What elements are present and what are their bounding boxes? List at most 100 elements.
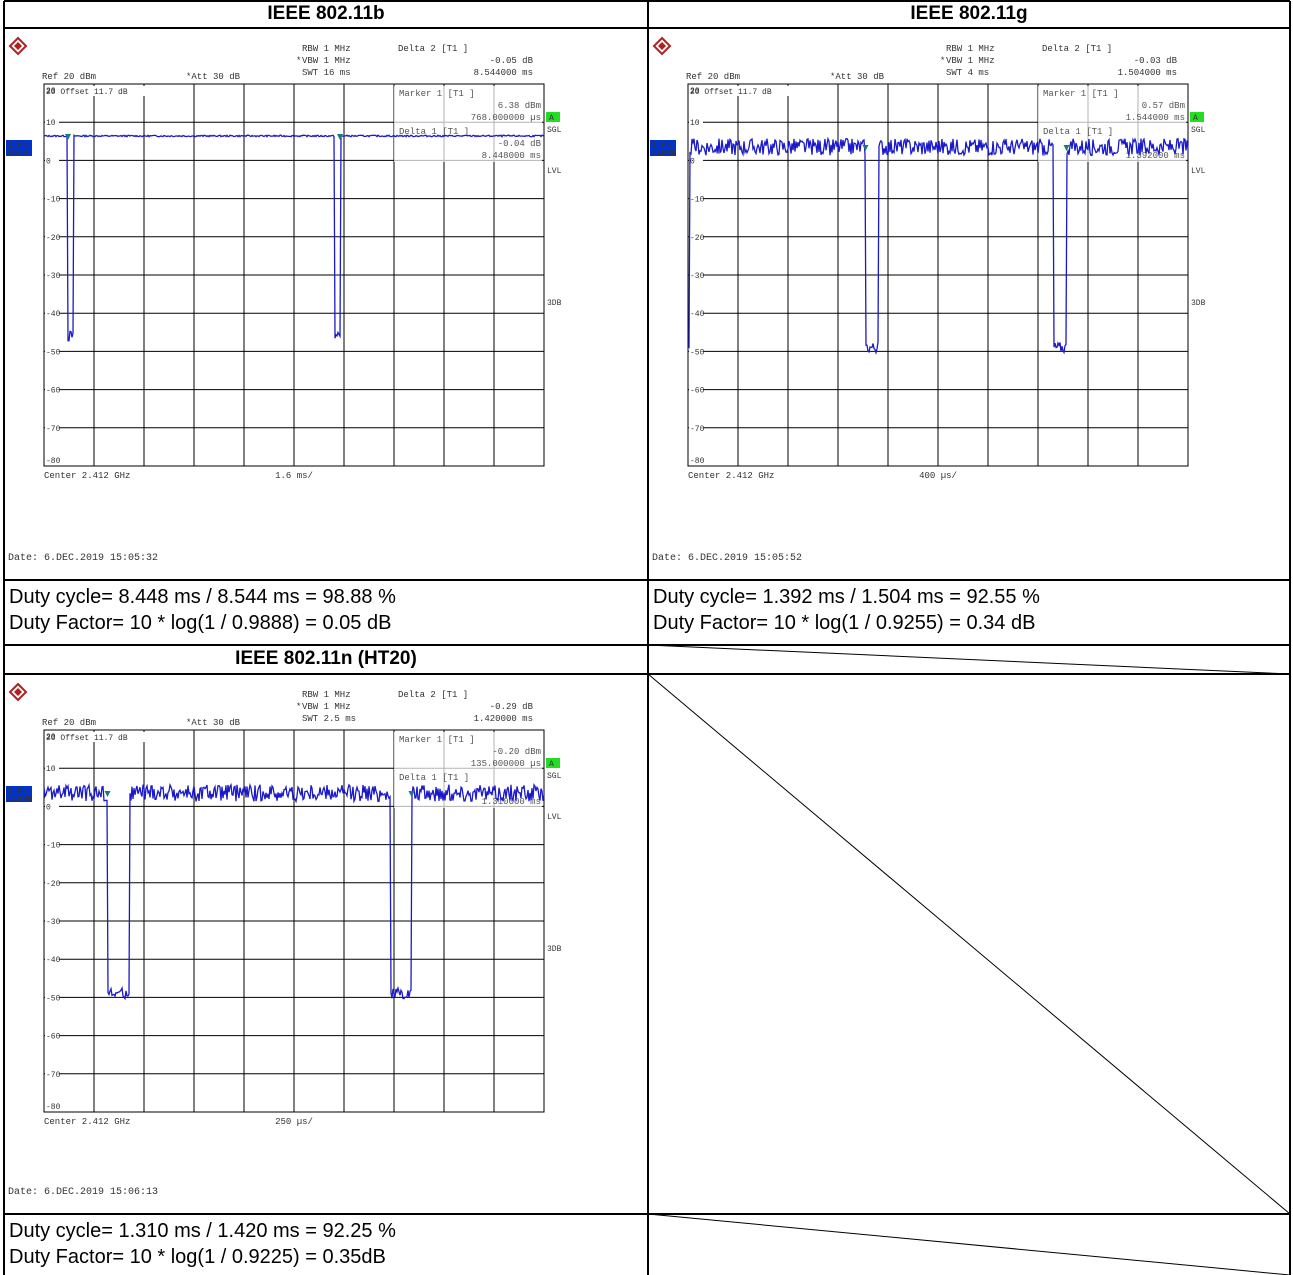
delta2-header: Delta 2 [T1 ] bbox=[398, 690, 468, 700]
y-tick-label: 0 bbox=[690, 157, 695, 166]
y-tick-label: -60 bbox=[690, 387, 705, 396]
delta2-db: -0.29 dB bbox=[490, 702, 534, 712]
delta2-db: -0.05 dB bbox=[490, 56, 534, 66]
marker1-header: Marker 1 [T1 ] bbox=[399, 735, 475, 745]
att-label: *Att 30 dB bbox=[830, 72, 885, 82]
rohde-schwarz-logo-icon bbox=[8, 36, 28, 56]
y-tick-label: -30 bbox=[46, 918, 61, 927]
marker1-value: 0.57 dBm bbox=[1142, 101, 1185, 111]
sweep-division: 1.6 ms/ bbox=[275, 471, 313, 481]
rbw-label: RBW 1 MHz bbox=[302, 44, 351, 54]
y-tick-label: -80 bbox=[46, 457, 61, 466]
delta2-header: Delta 2 [T1 ] bbox=[1042, 44, 1112, 54]
analyzer-display: RBW 1 MHz* VBW 1 MHz SWT 4 ms Ref 20 dBm *At… bbox=[650, 36, 1206, 564]
trace-line bbox=[43, 133, 545, 342]
delta1-time: 1.392000 ms bbox=[1126, 151, 1185, 161]
y-tick-label: -50 bbox=[690, 348, 705, 357]
trace-label-2: MAXH bbox=[8, 149, 27, 158]
delta2-time: 1.504000 ms bbox=[1118, 68, 1177, 78]
att-label: *Att 30 dB bbox=[186, 718, 241, 728]
center-frequency: Center 2.412 GHz bbox=[44, 1117, 130, 1127]
sweep-division: 250 µs/ bbox=[275, 1117, 313, 1127]
y-tick-label: -70 bbox=[690, 425, 705, 434]
marker1-time: 768.000000 µs bbox=[471, 113, 541, 123]
delta1-header: Delta 1 [T1 ] bbox=[1043, 127, 1113, 137]
delta2-time: 1.420000 ms bbox=[474, 714, 533, 724]
vbw-label: VBW 1 MHz bbox=[302, 702, 351, 712]
y-tick-label: 20 bbox=[46, 733, 56, 742]
y-tick-label: -30 bbox=[690, 272, 705, 281]
offset-label: 20 Offset 11.7 dB bbox=[46, 88, 128, 97]
vbw-label: VBW 1 MHz bbox=[946, 56, 995, 66]
center-frequency: Center 2.412 GHz bbox=[688, 471, 774, 481]
analyzer-display: RBW 1 MHz* VBW 1 MHz SWT 2.5 ms Ref 20 dBm *… bbox=[6, 682, 562, 1198]
y-tick-label: 10 bbox=[46, 119, 56, 128]
side-lvl-label: LVL bbox=[547, 167, 562, 176]
y-tick-label: -40 bbox=[690, 310, 705, 319]
vbw-star: * bbox=[296, 56, 301, 66]
y-tick-label: 10 bbox=[690, 119, 700, 128]
y-tick-label: -50 bbox=[46, 994, 61, 1003]
rbw-label: RBW 1 MHz bbox=[946, 44, 995, 54]
side-3db-label: 3DB bbox=[547, 299, 562, 308]
side-a-label: A bbox=[549, 114, 554, 123]
graticule bbox=[43, 83, 545, 467]
marker1-value: 6.38 dBm bbox=[498, 101, 541, 111]
marker1-time: 1.544000 ms bbox=[1126, 113, 1185, 123]
header-80211n: IEEE 802.11n (HT20) bbox=[235, 648, 417, 669]
y-tick-label: 10 bbox=[46, 765, 56, 774]
side-lvl-label: LVL bbox=[547, 813, 562, 822]
vbw-label: VBW 1 MHz bbox=[302, 56, 351, 66]
capture-date: Date: 6.DEC.2019 15:05:32 bbox=[8, 553, 158, 564]
y-tick-label: -10 bbox=[46, 196, 61, 205]
trace-label-1: 1 PK bbox=[8, 141, 27, 150]
analyzer-display: RBW 1 MHz* VBW 1 MHz SWT 16 ms Ref 20 dBm *A… bbox=[6, 36, 562, 564]
swt-label: SWT 2.5 ms bbox=[302, 714, 356, 724]
swt-label: SWT 16 ms bbox=[302, 68, 351, 78]
y-tick-label: -20 bbox=[690, 234, 705, 243]
trace-line bbox=[688, 136, 1189, 356]
marker-triangle-icon bbox=[337, 133, 343, 140]
marker-triangle-icon bbox=[408, 791, 415, 798]
ref-label: Ref 20 dBm bbox=[686, 72, 740, 82]
spectrum-screenshot-80211b: RBW 1 MHz * VBW 1 MHz SWT 16 ms Ref 20 dBm *A… bbox=[6, 30, 647, 578]
marker-triangle-icon bbox=[862, 145, 869, 152]
delta2-time: 8.544000 ms bbox=[474, 68, 533, 78]
center-frequency: Center 2.412 GHz bbox=[44, 471, 130, 481]
side-a-label: A bbox=[1193, 114, 1198, 123]
delta1-header: Delta 1 [T1 ] bbox=[399, 127, 469, 137]
y-tick-label: -80 bbox=[690, 457, 705, 466]
caption-n-duty-factor: Duty Factor= 10 * log(1 / 0.9225) = 0.35… bbox=[9, 1246, 386, 1268]
spectrum-screenshot-80211n: RBW 1 MHz * VBW 1 MHz SWT 2.5 ms Ref 20 dBm *… bbox=[6, 676, 647, 1212]
trace-label-1: 1 PK bbox=[8, 787, 27, 796]
marker-triangle-icon bbox=[65, 133, 71, 140]
delta1-header: Delta 1 [T1 ] bbox=[399, 773, 469, 783]
trace-label-1: 1 PK bbox=[652, 141, 671, 150]
caption-n-duty-cycle: Duty cycle= 1.310 ms / 1.420 ms = 92.25 … bbox=[9, 1220, 396, 1242]
marker1-value: -0.20 dBm bbox=[492, 747, 541, 757]
y-tick-label: -10 bbox=[690, 196, 705, 205]
y-tick-label: -30 bbox=[46, 272, 61, 281]
y-tick-label: 0 bbox=[46, 157, 51, 166]
rbw-label: RBW 1 MHz bbox=[302, 690, 351, 700]
rohde-schwarz-logo-icon bbox=[8, 682, 28, 702]
y-tick-label: 20 bbox=[690, 87, 700, 96]
y-tick-label: -20 bbox=[46, 234, 61, 243]
y-tick-label: -60 bbox=[46, 1033, 61, 1042]
y-tick-label: -60 bbox=[46, 387, 61, 396]
y-tick-label: 0 bbox=[46, 803, 51, 812]
capture-date: Date: 6.DEC.2019 15:05:52 bbox=[652, 553, 802, 564]
header-80211b: IEEE 802.11b bbox=[267, 3, 385, 24]
y-tick-label: -40 bbox=[46, 956, 61, 965]
delta1-time: 8.448000 ms bbox=[482, 151, 541, 161]
att-label: *Att 30 dB bbox=[186, 72, 241, 82]
capture-date: Date: 6.DEC.2019 15:06:13 bbox=[8, 1187, 158, 1198]
y-tick-label: -10 bbox=[46, 842, 61, 851]
y-tick-label: -40 bbox=[46, 310, 61, 319]
offset-label: 20 Offset 11.7 dB bbox=[690, 88, 772, 97]
swt-label: SWT 4 ms bbox=[946, 68, 989, 78]
trace-label-2: CLRWR bbox=[8, 795, 32, 804]
ref-label: Ref 20 dBm bbox=[42, 718, 96, 728]
side-sgl-label: SGL bbox=[1191, 126, 1206, 135]
